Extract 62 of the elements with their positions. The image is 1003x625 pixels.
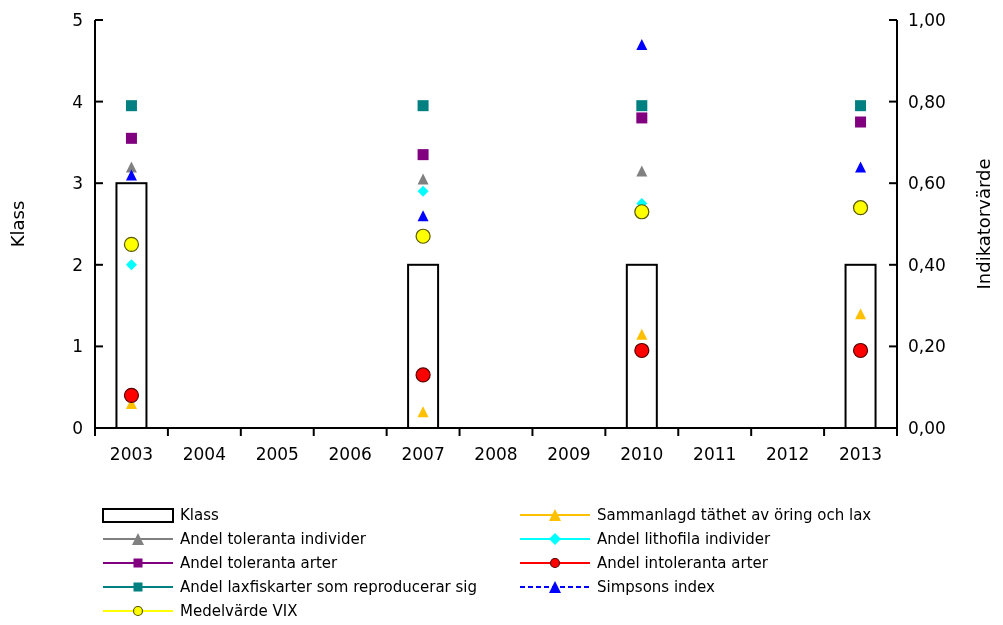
y-tick-label: 1 xyxy=(72,336,83,357)
point xyxy=(417,100,429,112)
point xyxy=(125,259,137,271)
point xyxy=(417,149,429,161)
x-tick-label: 2007 xyxy=(401,444,445,464)
legend-label: Simpsons index xyxy=(597,578,716,596)
y-tick-label: 4 xyxy=(72,91,83,112)
point xyxy=(634,204,650,220)
y2-tick-label: 1,00 xyxy=(908,10,946,30)
y2-tick-label: 0,40 xyxy=(908,254,946,275)
point xyxy=(852,200,869,216)
legend-label: Andel lithofila individer xyxy=(597,530,772,548)
x-tick-label: 2003 xyxy=(109,444,154,464)
x-tick-label: 2006 xyxy=(328,444,372,464)
legend-label: Andel intoleranta arter xyxy=(597,554,769,572)
y-tick-label: 3 xyxy=(72,173,83,194)
point xyxy=(125,100,137,112)
y2-tick-label: 0,00 xyxy=(908,418,946,438)
y2-tick-label: 0,80 xyxy=(908,91,946,112)
y2-tick-label: 0,20 xyxy=(908,336,946,357)
point xyxy=(123,236,140,252)
point xyxy=(855,308,867,320)
point xyxy=(855,116,867,128)
point xyxy=(855,161,867,173)
point xyxy=(852,342,869,359)
point xyxy=(636,100,648,112)
x-tick-label: 2013 xyxy=(838,444,883,464)
y2-tick-label: 0,60 xyxy=(908,173,946,194)
point xyxy=(636,165,648,177)
x-tick-label: 2010 xyxy=(620,444,664,464)
legend-label: Andel toleranta arter xyxy=(180,554,339,572)
x-tick-label: 2012 xyxy=(766,444,810,464)
legend-label: Andel laxfiskarter som reproducerar sig xyxy=(180,578,478,596)
point xyxy=(636,112,648,124)
point xyxy=(417,406,429,418)
x-tick-label: 2005 xyxy=(255,444,299,464)
legend-label: Andel toleranta individer xyxy=(180,530,367,548)
y-tick-label: 5 xyxy=(72,10,83,30)
point xyxy=(417,173,429,185)
y-axis-title: Klass xyxy=(7,200,28,248)
point xyxy=(636,328,648,340)
x-tick-label: 2009 xyxy=(547,444,591,464)
x-tick-label: 2008 xyxy=(474,444,518,464)
point xyxy=(417,185,429,197)
point xyxy=(634,342,650,359)
point xyxy=(417,210,429,222)
x-tick-label: 2011 xyxy=(693,444,737,464)
point xyxy=(415,367,431,383)
y-tick-label: 0 xyxy=(72,418,83,438)
point xyxy=(855,100,867,112)
legend-label: Sammanlagd täthet av öring och lax xyxy=(597,506,872,524)
x-tick-label: 2004 xyxy=(182,444,226,464)
y-tick-label: 2 xyxy=(72,254,83,275)
point xyxy=(125,132,137,144)
point xyxy=(636,38,648,50)
legend-label: Medelvärde VIX xyxy=(180,602,298,620)
point xyxy=(123,387,140,403)
point xyxy=(125,161,137,173)
point xyxy=(125,169,137,181)
legend-label: Klass xyxy=(180,506,220,524)
y2-axis-title: Indikatorvärde xyxy=(973,158,994,290)
point xyxy=(415,228,431,244)
